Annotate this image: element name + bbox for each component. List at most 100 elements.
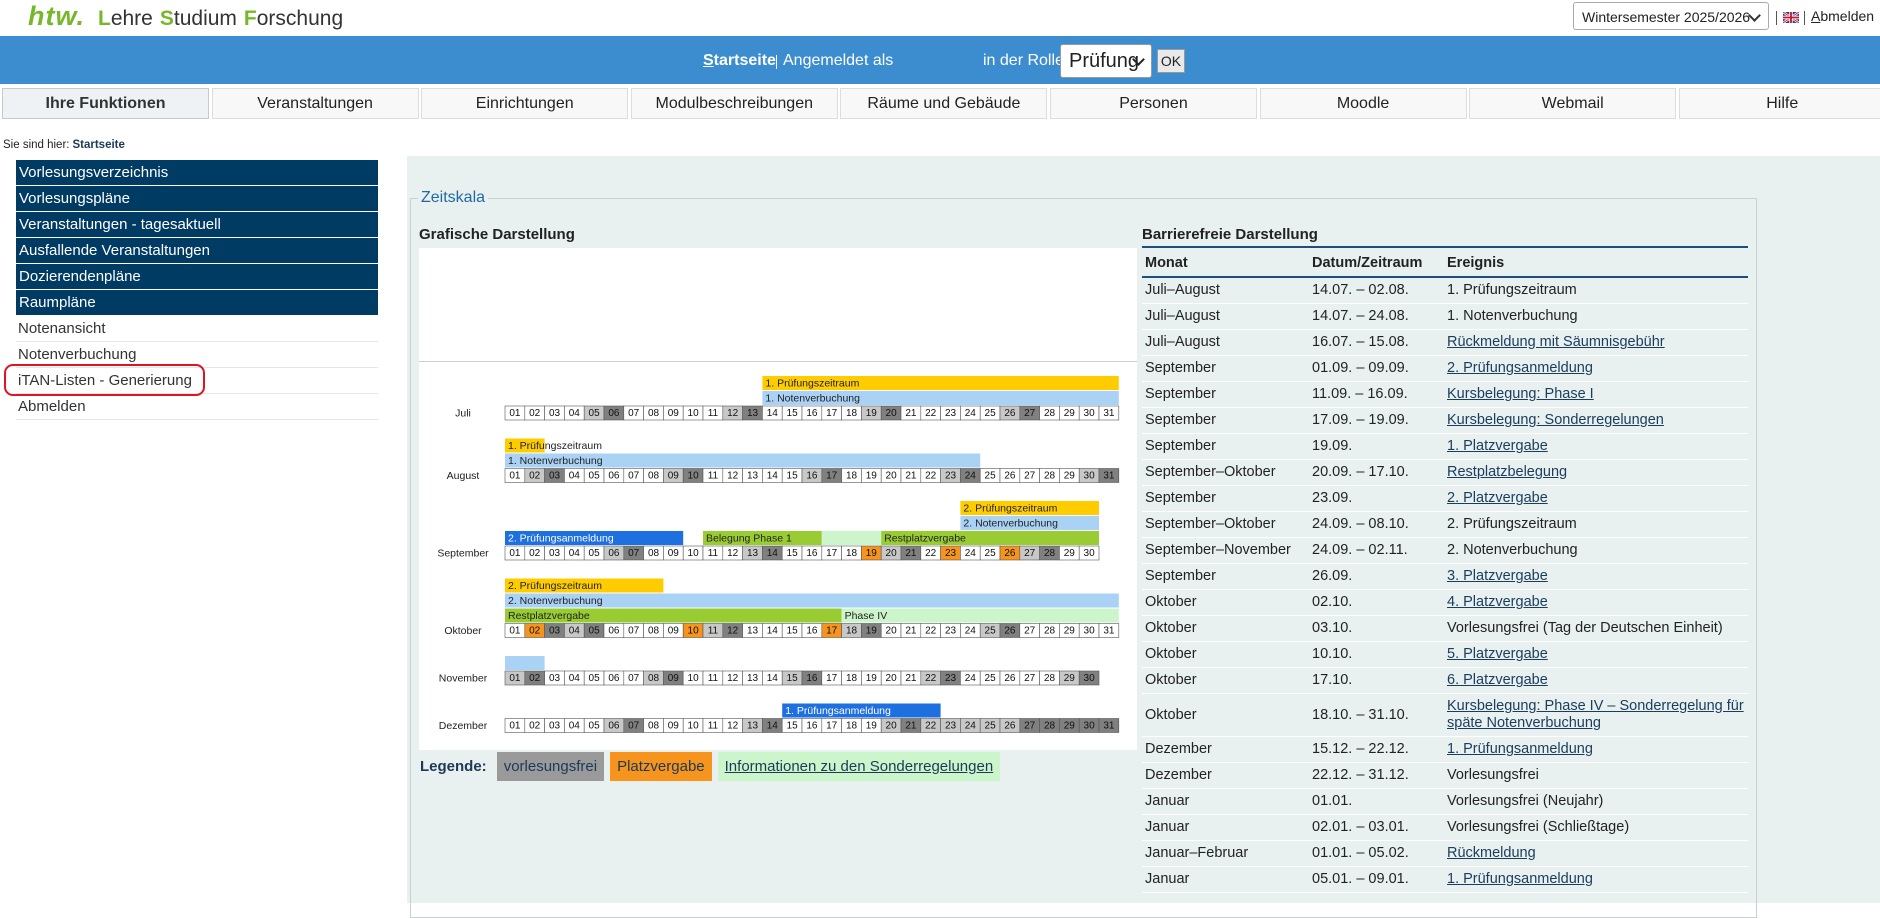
event-cell[interactable]: 2. Platzvergabe <box>1444 485 1748 512</box>
menu-item[interactable]: Notenansicht <box>16 316 378 342</box>
nav-tab[interactable]: Webmail <box>1469 88 1677 119</box>
nav-tab[interactable]: Ihre Funktionen <box>2 88 209 119</box>
table-row: Oktober 17.10. 6. Platzvergabe <box>1142 667 1748 694</box>
day-label: 15 <box>787 471 799 482</box>
day-label: 26 <box>1004 548 1016 559</box>
day-label: 19 <box>866 408 878 419</box>
nav-tab[interactable]: Moodle <box>1259 88 1467 119</box>
day-label: 26 <box>1004 408 1016 419</box>
event-cell[interactable]: Kursbelegung: Phase IV – Sonderregelung … <box>1444 693 1748 737</box>
day-label: 24 <box>965 626 977 637</box>
day-label: 11 <box>708 673 719 684</box>
event-cell[interactable]: 5. Platzvergabe <box>1444 641 1748 668</box>
legend-item: vorlesungsfrei <box>496 752 605 781</box>
nav-tab[interactable]: Hilfe <box>1678 88 1880 119</box>
month-cell: September–November <box>1142 537 1309 564</box>
day-label: 16 <box>806 673 818 684</box>
home-link[interactable]: Startseite <box>703 52 776 69</box>
day-label: 13 <box>747 408 759 419</box>
logo[interactable]: htw. <box>28 1 85 31</box>
ok-button[interactable]: OK <box>1157 49 1185 73</box>
table-row: September–Oktober 24.09. – 08.10. 2. Prüfu… <box>1142 511 1748 538</box>
day-label: 22 <box>925 626 937 637</box>
event-cell[interactable]: Kursbelegung: Sonderregelungen <box>1444 407 1748 434</box>
breadcrumb-label: Sie sind hier: <box>3 139 70 151</box>
event-cell[interactable]: 2. Prüfungsanmeldung <box>1444 355 1748 382</box>
month-cell: Juli–August <box>1142 277 1309 304</box>
menu-item[interactable]: Dozierendenpläne <box>16 264 378 290</box>
event-cell[interactable]: 1. Prüfungsanmeldung <box>1444 736 1748 763</box>
menu-item[interactable]: Veranstaltungen - tagesaktuell <box>16 212 378 238</box>
table-row: Oktober 18.10. – 31.10. Kursbelegung: Phas… <box>1142 693 1748 737</box>
day-label: 12 <box>727 626 739 637</box>
day-label: 05 <box>589 548 601 559</box>
day-label: 30 <box>1084 721 1096 732</box>
menu-item[interactable]: Vorlesungspläne <box>16 186 378 212</box>
day-label: 11 <box>708 408 719 419</box>
event-cell[interactable]: 1. Platzvergabe <box>1444 433 1748 460</box>
day-label: 20 <box>886 673 898 684</box>
day-label: 25 <box>985 408 997 419</box>
day-label: 19 <box>866 626 878 637</box>
event-cell[interactable]: 6. Platzvergabe <box>1444 667 1748 694</box>
nav-tab[interactable]: Räume und Gebäude <box>840 88 1048 119</box>
menu-item[interactable]: iTAN-Listen - Generierung <box>4 364 378 396</box>
bar-label: 2. Notenverbuchung <box>963 517 1058 529</box>
event-cell[interactable]: Rückmeldung <box>1444 840 1748 867</box>
nav-tab[interactable]: Einrichtungen <box>421 88 629 119</box>
event-cell[interactable]: 4. Platzvergabe <box>1444 589 1748 616</box>
month-label: Dezember <box>439 720 488 732</box>
month-cell: Januar <box>1142 788 1309 815</box>
day-label: 30 <box>1084 471 1096 482</box>
nav-tab[interactable]: Personen <box>1049 88 1257 119</box>
month-cell: Juli–August <box>1142 303 1309 330</box>
event-cell[interactable]: 3. Platzvergabe <box>1444 563 1748 590</box>
menu-item[interactable]: Abmelden <box>16 394 378 420</box>
day-label: 12 <box>727 408 739 419</box>
day-label: 17 <box>826 673 838 684</box>
menu-item[interactable]: Ausfallende Veranstaltungen <box>16 238 378 264</box>
event-cell: Vorlesungsfrei (Tag der Deutschen Einhei… <box>1444 615 1748 642</box>
day-label: 29 <box>1064 408 1076 419</box>
event-cell[interactable]: Kursbelegung: Phase I <box>1444 381 1748 408</box>
menu-item[interactable]: Raumpläne <box>16 290 378 316</box>
day-label: 10 <box>688 408 700 419</box>
nav-tab[interactable]: Veranstaltungen <box>211 88 419 119</box>
event-cell[interactable]: 1. Prüfungsanmeldung <box>1444 866 1748 893</box>
logout-link[interactable]: Abmelden <box>1811 8 1875 24</box>
day-label: 17 <box>826 408 838 419</box>
role-select[interactable]: Prüfung <box>1060 44 1152 78</box>
day-label: 06 <box>608 626 620 637</box>
legend-item[interactable]: Informationen zu den Sonderregelungen <box>717 752 1001 781</box>
event-cell[interactable]: Restplatzbelegung <box>1444 459 1748 486</box>
breadcrumb-current[interactable]: Startseite <box>72 139 125 151</box>
graphic-title: Grafische Darstellung <box>419 226 575 243</box>
timeline-bar <box>703 531 822 545</box>
day-label: 16 <box>806 548 818 559</box>
legend-label: Legende: <box>420 758 487 775</box>
month-cell: Dezember <box>1142 736 1309 763</box>
table-row: September 01.09. – 09.09. 2. Prüfungsanmel… <box>1142 355 1748 382</box>
day-label: 21 <box>905 721 917 732</box>
date-cell: 11.09. – 16.09. <box>1309 381 1444 408</box>
semester-select[interactable]: Wintersemester 2025/2026 <box>1573 2 1769 30</box>
date-cell: 01.01. <box>1309 788 1444 815</box>
date-cell: 03.10. <box>1309 615 1444 642</box>
day-label: 25 <box>985 626 997 637</box>
month-cell: September–Oktober <box>1142 511 1309 538</box>
separator <box>1804 11 1805 25</box>
day-label: 30 <box>1084 548 1096 559</box>
day-label: 28 <box>1044 408 1056 419</box>
day-label: 10 <box>688 673 700 684</box>
event-cell[interactable]: Rückmeldung mit Säumnisgebühr <box>1444 329 1748 356</box>
table-row: Dezember 15.12. – 22.12. 1. Prüfungsanmeld… <box>1142 736 1748 763</box>
menu-item[interactable]: Vorlesungsverzeichnis <box>16 160 378 186</box>
event-cell: Vorlesungsfrei (Schließtage) <box>1444 814 1748 841</box>
day-label: 16 <box>806 408 818 419</box>
timeline-bar <box>505 438 545 453</box>
nav-tab[interactable]: Modulbeschreibungen <box>630 88 838 119</box>
day-label: 02 <box>529 471 541 482</box>
timeline-bar <box>762 391 1119 405</box>
day-label: 12 <box>727 471 739 482</box>
flag-uk[interactable] <box>1783 12 1799 23</box>
